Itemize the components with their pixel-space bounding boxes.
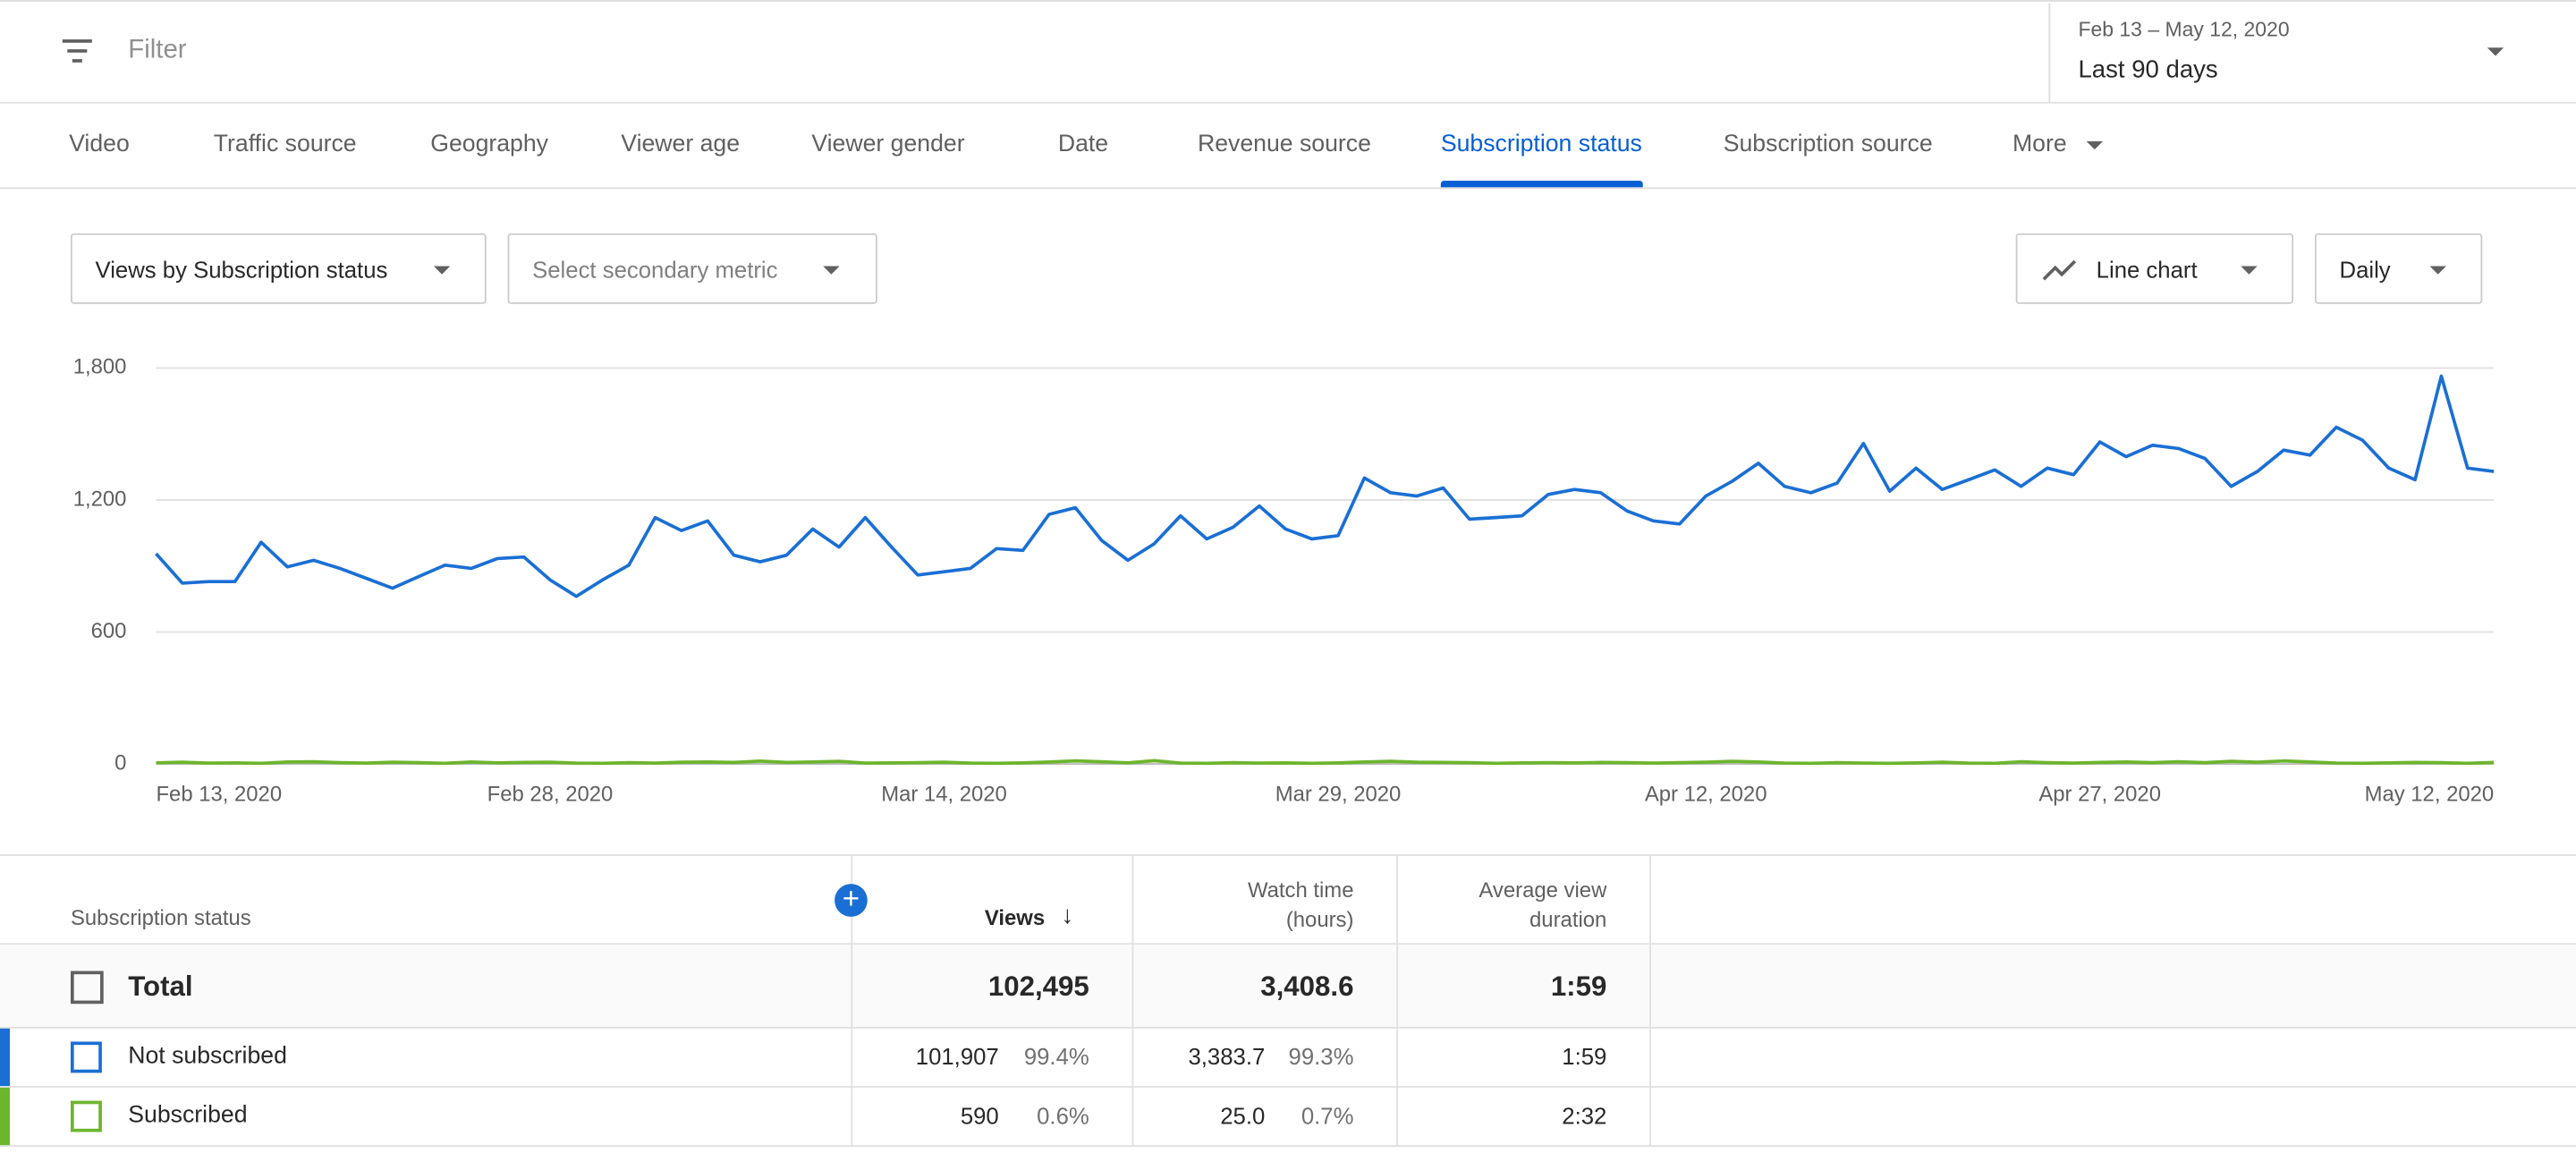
border — [0, 1086, 2576, 1088]
interval-select[interactable]: Daily — [2314, 233, 2483, 304]
border — [0, 1145, 2576, 1148]
checkbox[interactable] — [70, 1100, 102, 1132]
secondary-label: Select secondary metric — [532, 256, 778, 283]
y-tick-label: 1,800 — [73, 355, 127, 379]
border — [0, 943, 2576, 945]
x-tick-label: Feb 13, 2020 — [156, 782, 282, 806]
filter-icon — [72, 59, 82, 63]
add-column-button[interactable]: + — [835, 883, 868, 917]
border — [0, 0, 2576, 2]
series-line — [156, 759, 2495, 766]
x-tick-label: May 12, 2020 — [2365, 782, 2495, 806]
y-tick-label: 0 — [114, 750, 126, 775]
cell: 1:59 — [1562, 1043, 1607, 1070]
cell: 3,383.7 — [1188, 1043, 1266, 1070]
cell: 1:59 — [1550, 971, 1607, 1003]
row-label: Total — [128, 971, 193, 1003]
cell: 3,408.6 — [1260, 971, 1354, 1003]
cell: 101,907 — [915, 1043, 999, 1070]
cell: 25.0 — [1220, 1102, 1266, 1129]
series-line — [155, 374, 2495, 598]
divider — [851, 855, 853, 1148]
dropdown-arrow — [2241, 266, 2258, 275]
column-header[interactable]: Average view duration — [1479, 877, 1607, 931]
tab[interactable]: More — [2012, 131, 2067, 158]
x-tick-label: Apr 12, 2020 — [1645, 782, 1767, 806]
y-tick-label: 600 — [91, 619, 127, 643]
x-tick-label: Feb 28, 2020 — [487, 782, 614, 806]
row-label: Not subscribed — [128, 1043, 287, 1070]
chart-type-label: Line chart — [2096, 256, 2198, 283]
tab[interactable]: Viewer gender — [811, 131, 965, 158]
divider — [1649, 855, 1651, 1148]
divider — [2048, 3, 2051, 102]
cell: 0.6% — [1037, 1102, 1089, 1129]
filter-icon — [67, 49, 88, 53]
divider — [1396, 855, 1399, 1148]
border — [0, 101, 2576, 104]
row-color-bar — [0, 1087, 11, 1146]
tab[interactable]: Date — [1057, 131, 1109, 158]
sort-arrow: ↓ — [1061, 902, 1074, 930]
divider — [1131, 855, 1134, 1148]
chart-type-select[interactable]: Line chart — [2015, 233, 2294, 304]
border — [0, 1026, 2576, 1029]
y-tick-label: 1,200 — [73, 487, 127, 511]
metric-select[interactable]: Views by Subscription status — [70, 233, 487, 304]
column-header[interactable]: Watch time (hours) — [1247, 877, 1354, 931]
row-label: Subscribed — [128, 1102, 248, 1129]
column-header: Subscription status — [70, 905, 251, 930]
line-chart-icon — [2042, 259, 2077, 281]
cell: 102,495 — [987, 971, 1089, 1003]
cell: 99.4% — [1023, 1043, 1089, 1070]
cell: 2:32 — [1562, 1102, 1607, 1129]
tab[interactable]: Subscription source — [1723, 131, 1933, 158]
filter-icon[interactable] — [62, 39, 92, 43]
interval-label: Daily — [2339, 256, 2391, 283]
border — [0, 854, 2576, 856]
tab[interactable]: Viewer age — [621, 131, 741, 158]
cell: 0.7% — [1301, 1102, 1354, 1129]
metric-label: Views by Subscription status — [95, 256, 388, 283]
x-tick-label: Mar 14, 2020 — [881, 782, 1007, 806]
checkbox[interactable] — [70, 1041, 102, 1073]
x-tick-label: Apr 27, 2020 — [2038, 782, 2161, 806]
x-tick-label: Mar 29, 2020 — [1275, 782, 1402, 806]
cell: 590 — [960, 1102, 999, 1129]
dropdown-arrow — [2487, 47, 2504, 56]
column-header[interactable]: Views — [984, 905, 1046, 930]
tab[interactable]: Traffic source — [213, 131, 357, 158]
tab[interactable]: Subscription status — [1440, 131, 1642, 158]
dropdown-arrow — [2429, 266, 2446, 275]
tab[interactable]: Video — [69, 131, 130, 158]
checkbox[interactable] — [70, 971, 104, 1005]
secondary-select[interactable]: Select secondary metric — [507, 233, 877, 304]
active-tab-indicator — [1440, 181, 1643, 188]
row-color-bar — [0, 1028, 11, 1087]
tab[interactable]: Geography — [430, 131, 549, 158]
total-row-bg — [0, 945, 2576, 1027]
border — [0, 187, 2576, 190]
tab[interactable]: Revenue source — [1197, 131, 1371, 158]
filter-input[interactable]: Filter — [128, 36, 187, 64]
date-preset[interactable]: Last 90 days — [2078, 55, 2218, 84]
dropdown-arrow — [823, 266, 840, 275]
date-range[interactable]: Feb 13 – May 12, 2020 — [2078, 18, 2290, 41]
cell: 99.3% — [1288, 1043, 1354, 1070]
dropdown-arrow — [433, 266, 451, 275]
dropdown-arrow — [2086, 140, 2104, 150]
